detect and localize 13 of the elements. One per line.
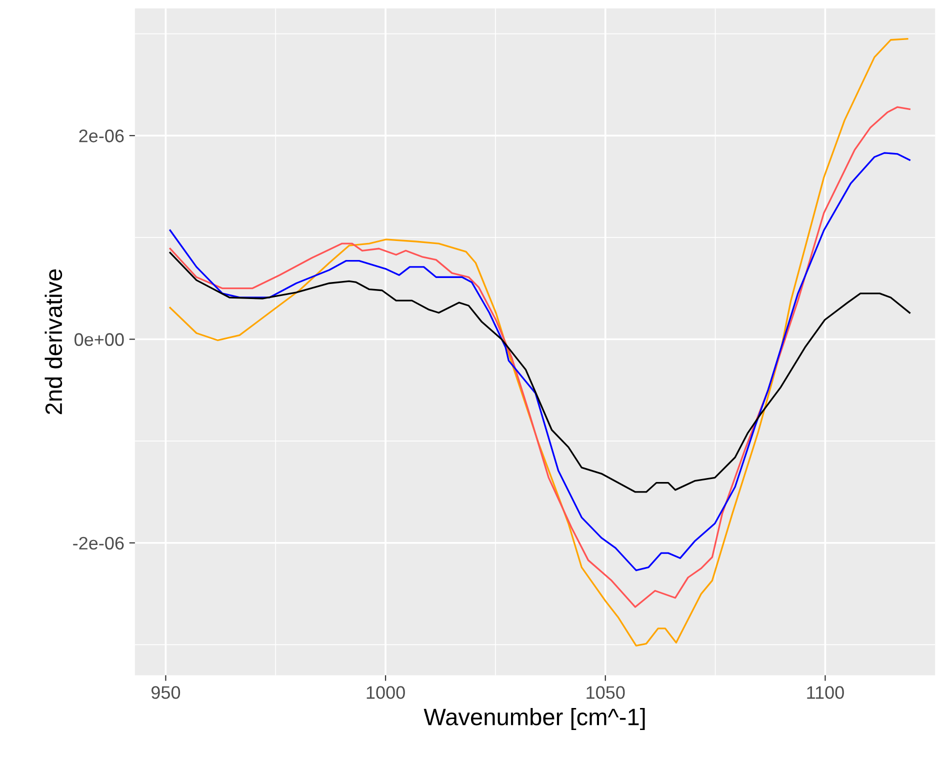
- y-tick-label: 0e+00: [74, 333, 124, 346]
- line-series: [169, 252, 910, 493]
- x-tick-label: 1000: [366, 686, 405, 699]
- x-tick-label: 950: [151, 686, 180, 699]
- y-tick-label: -2e-06: [73, 536, 124, 550]
- y-tick-label: 2e-06: [79, 130, 124, 142]
- line-series: [169, 106, 910, 608]
- line-series: [169, 38, 908, 647]
- x-tick-label: 1050: [586, 686, 625, 699]
- x-axis-title: Wavenumber [cm^-1]: [424, 708, 645, 730]
- y-axis-title: 2nd derivative: [44, 269, 62, 414]
- line-series: [169, 152, 910, 572]
- x-tick-label: 1100: [807, 686, 844, 699]
